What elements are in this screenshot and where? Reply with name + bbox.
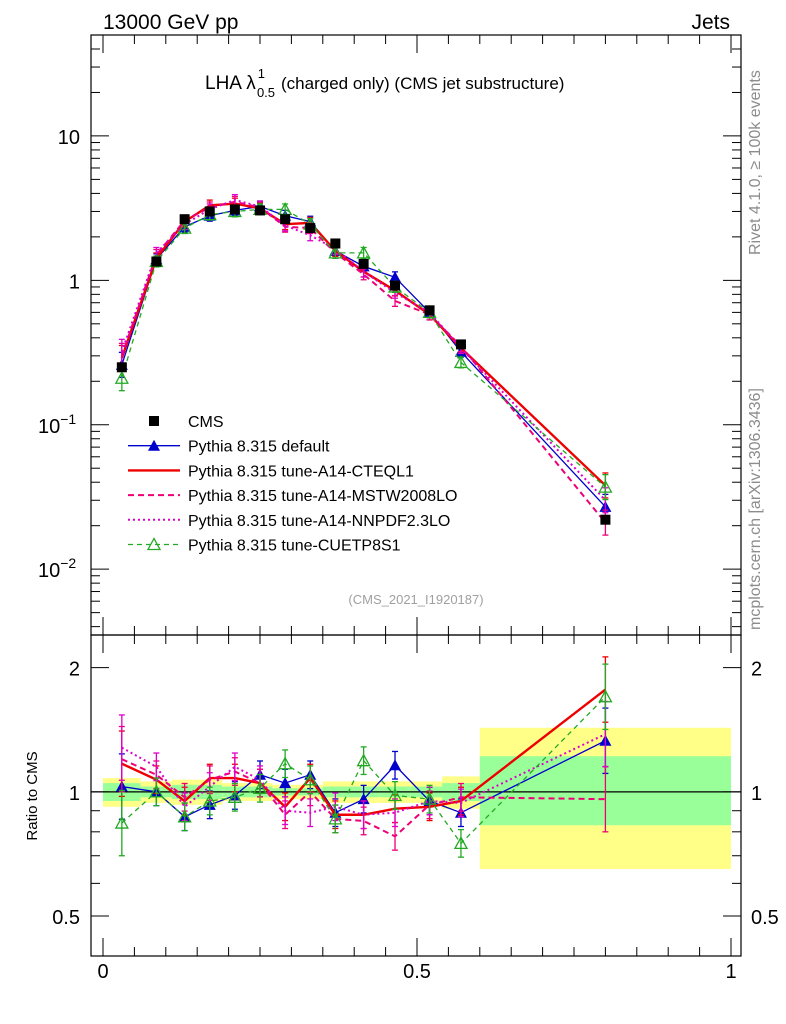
- rivet-label: Rivet 4.1.0, ≥ 100k events: [747, 70, 764, 255]
- plot-title-main: LHA λ: [205, 73, 256, 94]
- ratio-point-cuetp8s1: [422, 791, 437, 805]
- ratio-point-cuetp8s1: [303, 772, 318, 786]
- ratio-point-cuetp8s1: [278, 756, 293, 770]
- ratio-point-cuetp8s1: [252, 780, 268, 794]
- legend-label-a14nnpdf: Pythia 8.315 tune-A14-NNPDF2.3LO: [188, 513, 450, 530]
- ratio-point-cuetp8s1: [328, 811, 343, 825]
- ratio-series-line-default: [121, 740, 606, 818]
- ratio-y-tick-label-left: 1: [69, 783, 80, 805]
- ratio-point-cuetp8s1: [598, 689, 613, 703]
- main-series-line-default: [121, 205, 606, 508]
- ratio-y-tick-label-left: 0.5: [52, 907, 80, 929]
- plot-title-sup: 1: [258, 66, 265, 81]
- main-point-cuetp8s1: [453, 355, 469, 369]
- main-y-tick-label: 1: [69, 271, 80, 293]
- legend-label-a14cteq: Pythia 8.315 tune-A14-CTEQL1: [188, 463, 414, 480]
- ratio-point-cuetp8s1: [202, 793, 217, 807]
- legend-marker-default: [148, 439, 160, 451]
- ratio-x-tick-label: 0: [97, 961, 108, 983]
- ratio-y-tick-label-right: 0.5: [751, 907, 779, 929]
- legend: CMS Pythia 8.315 default Pythia 8.315 tune…: [128, 414, 457, 555]
- main-point-default: [389, 271, 402, 283]
- main-point-cuetp8s1: [177, 220, 192, 234]
- mcplots-label: mcplots.cern.ch [arXiv:1306.3436]: [747, 388, 764, 630]
- ratio-y-tick-label-right: 2: [751, 659, 762, 681]
- main-point-cms: [255, 205, 265, 216]
- analysis-id-watermark: (CMS_2021_I1920187): [348, 592, 483, 607]
- ratio-point-cuetp8s1: [356, 753, 371, 767]
- ratio-point-cuetp8s1: [114, 815, 129, 829]
- header-left: 13000 GeV pp: [103, 11, 238, 34]
- ratio-point-cuetp8s1: [387, 788, 403, 802]
- plot-title: LHA λ 1 0.5 (charged only) (CMS jet substru…: [205, 66, 564, 100]
- main-point-cuetp8s1: [114, 370, 129, 384]
- main-point-cms: [229, 204, 240, 215]
- ratio-y-tick-label-right: 1: [751, 783, 762, 805]
- ratio-y-axis-label: Ratio to CMS: [24, 751, 41, 840]
- main-y-tick-label: 10−2: [38, 555, 76, 582]
- main-point-cms: [179, 214, 190, 225]
- ratio-point-cuetp8s1: [227, 789, 242, 803]
- main-point-cuetp8s1: [598, 479, 613, 493]
- ratio-y-tick-label-left: 2: [69, 659, 80, 681]
- plot-title-sub: 0.5: [257, 85, 275, 100]
- ratio-series-layer: [114, 656, 613, 858]
- ratio-x-tick-label: 1: [725, 961, 736, 983]
- legend-label-a14mstw: Pythia 8.315 tune-A14-MSTW2008LO: [188, 488, 457, 505]
- header-right: Jets: [691, 11, 730, 34]
- legend-label-default: Pythia 8.315 default: [188, 439, 330, 456]
- legend-label-cms: CMS: [188, 414, 224, 431]
- legend-marker-cuetp8s1: [146, 537, 162, 551]
- ratio-x-tick-label: 0.5: [403, 961, 431, 983]
- main-point-cms: [600, 514, 611, 525]
- ratio-series-line-a14cteq: [121, 688, 607, 816]
- ratio-point-cuetp8s1: [177, 809, 192, 823]
- main-point-cms: [151, 256, 162, 267]
- main-point-cms: [116, 362, 127, 373]
- main-point-cms: [455, 339, 466, 350]
- main-point-cms: [305, 223, 316, 234]
- main-point-cuetp8s1: [328, 245, 343, 259]
- ratio-frame: [90, 634, 742, 957]
- main-point-cuetp8s1: [356, 245, 371, 259]
- ratio-series-line-cuetp8s1: [121, 696, 606, 845]
- main-point-cms: [424, 305, 435, 316]
- main-point-cms: [330, 238, 341, 249]
- main-point-cms: [204, 206, 215, 217]
- ratio-point-default: [279, 777, 292, 789]
- main-series-line-a14nnpdf: [120, 198, 607, 501]
- ratio-point-cuetp8s1: [149, 784, 164, 798]
- main-point-cms: [280, 214, 291, 225]
- ratio-series-line-a14mstw: [121, 758, 606, 838]
- ratio-point-cuetp8s1: [453, 836, 469, 850]
- legend-marker-cms: [149, 416, 159, 426]
- legend-label-cuetp8s1: Pythia 8.315 tune-CUETP8S1: [188, 538, 401, 555]
- main-point-cms: [390, 280, 401, 291]
- main-point-cms: [358, 258, 369, 269]
- plot-title-rest: (charged only) (CMS jet substructure): [281, 74, 564, 93]
- ratio-axes: 0.5 0.5 1 1 2 2 0 0.5 1: [52, 634, 779, 983]
- main-series-layer: [114, 193, 613, 536]
- main-y-tick-label: 10−1: [38, 411, 76, 438]
- ratio-point-default: [389, 759, 402, 771]
- main-y-tick-label: 10: [58, 127, 80, 149]
